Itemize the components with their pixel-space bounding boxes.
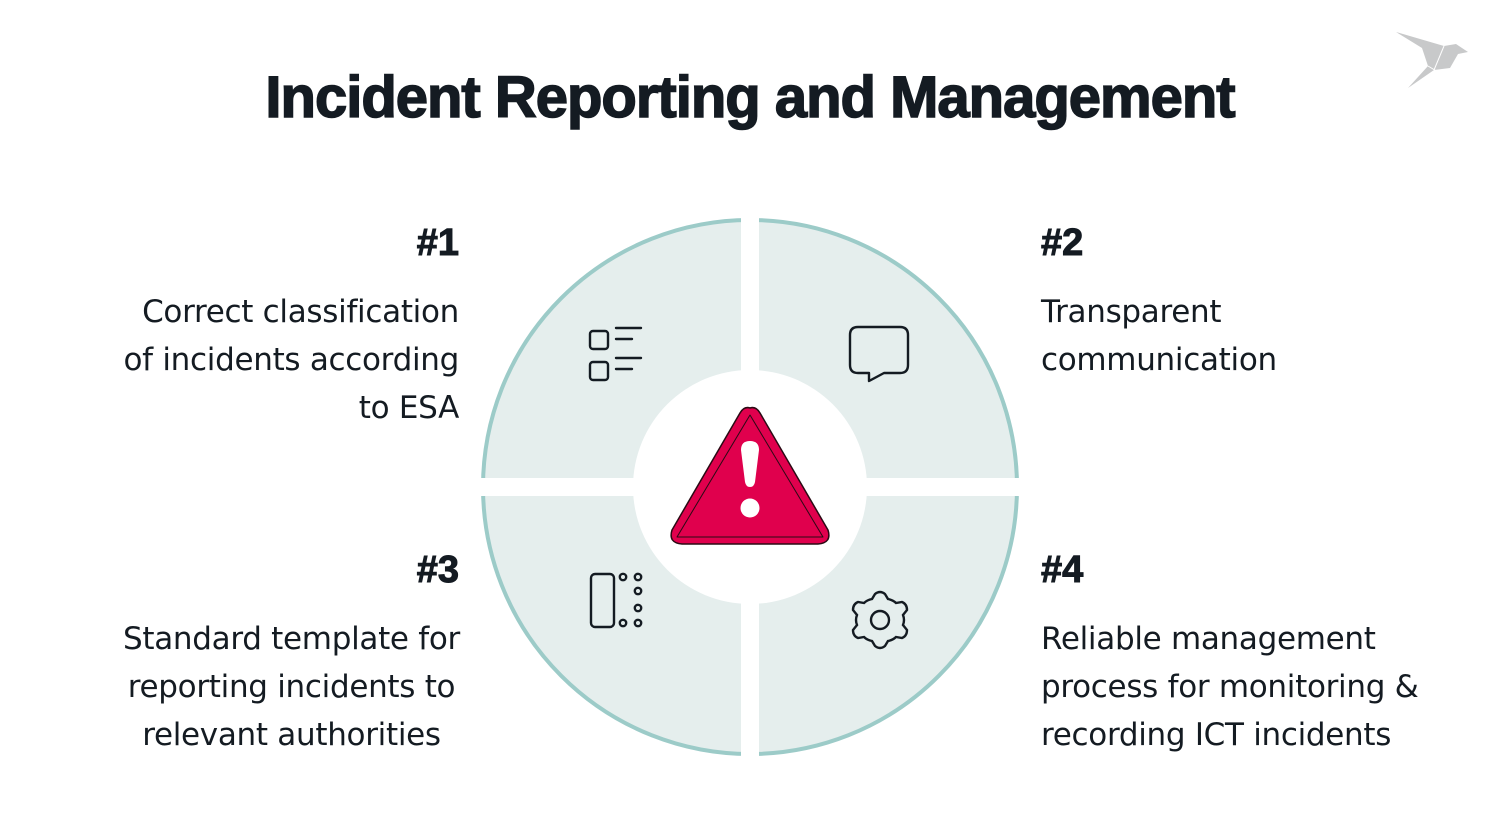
item-3-description: Standard template for reporting incident… xyxy=(123,615,460,759)
item-4-line: Reliable management xyxy=(1041,621,1376,657)
item-3-line: relevant authorities xyxy=(142,717,441,753)
item-2-number: #2 xyxy=(1040,222,1084,265)
item-4-number: #4 xyxy=(1040,549,1084,592)
item-1-line: to ESA xyxy=(358,390,460,426)
item-3-line: Standard template for xyxy=(122,621,460,657)
bird-logo-icon xyxy=(1396,32,1468,88)
item-2-line: communication xyxy=(1041,342,1277,378)
gear-icon xyxy=(851,590,909,650)
page-title: Incident Reporting and Management xyxy=(265,64,1237,131)
item-4-line: process for monitoring & xyxy=(1041,669,1419,705)
item-1-number: #1 xyxy=(416,222,459,265)
item-4-description: Reliable management process for monitori… xyxy=(1041,615,1419,759)
speech-bubble-icon xyxy=(848,325,910,383)
item-3-number: #3 xyxy=(416,549,459,592)
checklist-icon xyxy=(588,326,643,382)
item-1-line: of incidents according xyxy=(123,342,460,378)
item-2-line: Transparent xyxy=(1041,294,1222,330)
template-layout-icon xyxy=(589,572,643,629)
item-3-line: reporting incidents to xyxy=(127,669,456,705)
item-1-description: Correct classification of incidents acco… xyxy=(123,288,460,432)
warning-triangle-icon xyxy=(670,406,830,545)
item-1-line: Correct classification xyxy=(142,294,459,330)
item-4-line: recording ICT incidents xyxy=(1041,717,1392,753)
item-2-description: Transparent communication xyxy=(1041,288,1277,384)
